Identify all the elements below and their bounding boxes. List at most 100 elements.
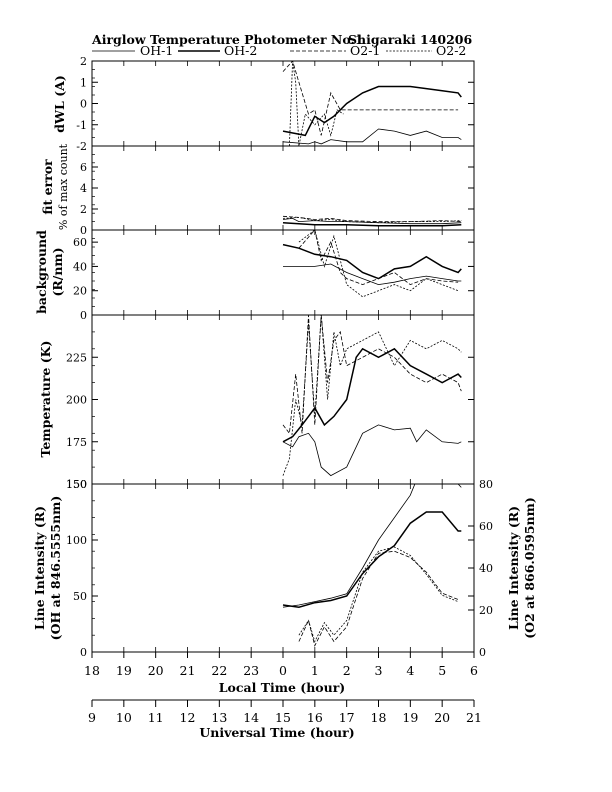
- ylabel-fit-error-units: % of max count: [57, 143, 70, 230]
- y-tick-label: 0: [80, 309, 87, 322]
- y-tick-label: -1: [76, 119, 87, 132]
- series-line-o2-2: [282, 315, 462, 476]
- panel-frame: [91, 145, 475, 231]
- series-line-oh-2: [282, 221, 462, 227]
- series-line-oh-2: [282, 243, 462, 280]
- local-time-tick-label: 22: [211, 663, 227, 678]
- panel-0: -2 -1 0 1 2: [76, 55, 475, 153]
- date-label: 140206: [420, 32, 472, 47]
- ut-tick-label: 9: [88, 710, 96, 725]
- ylabel-dwl: dWL (A): [52, 75, 67, 132]
- ut-tick-label: 13: [211, 710, 227, 725]
- panel-frame: [91, 60, 475, 147]
- local-time-tick-label: 23: [243, 663, 259, 678]
- ylabel-intensity: Line Intensity (R): [32, 506, 47, 630]
- y-tick-label: 150: [66, 478, 87, 491]
- panel-2: 0 20 40 60: [73, 229, 475, 322]
- legend: OH-1 OH-2 O2-1 O2-2: [92, 43, 466, 58]
- series-line-oh-2: [282, 511, 462, 608]
- y-tick-label: 100: [66, 534, 87, 547]
- ylabel-temperature: Temperature (K): [38, 341, 53, 458]
- xlabel-local-time: Local Time (hour): [219, 680, 345, 695]
- local-time-tick-label: 18: [84, 663, 100, 678]
- local-time-tick-label: 19: [116, 663, 132, 678]
- y2-tick-label: 80: [479, 478, 493, 491]
- y-tick-label: 20: [73, 285, 87, 298]
- site-label: Shigaraki: [348, 32, 416, 47]
- local-time-tick-label: 0: [279, 663, 287, 678]
- y-axis-titles: dWL (A) fit error % of max count backgro…: [32, 75, 537, 640]
- ut-tick-label: 14: [243, 710, 259, 725]
- legend-label-oh2: OH-2: [224, 43, 257, 58]
- panel-frame: [91, 314, 475, 485]
- series-line-o2-2: [289, 61, 344, 146]
- y-tick-label: 0: [80, 224, 87, 237]
- series-line-oh-2: [282, 347, 462, 443]
- series-line-o2-2: [298, 230, 459, 298]
- panel-3: 150 175 200 225: [66, 314, 475, 491]
- local-time-tick-label: 1: [311, 663, 319, 678]
- chart-header: Airglow Temperature Photometer No.1 Shig…: [91, 32, 472, 47]
- y-tick-label: 0: [80, 98, 87, 111]
- y2label-intensity-o2: (O2 at 866.0595nm): [522, 497, 537, 639]
- y-tick-label: -2: [76, 140, 87, 153]
- local-time-tick-label: 3: [375, 663, 383, 678]
- y2-tick-label: 40: [479, 562, 493, 575]
- series-line-oh-1: [282, 424, 462, 477]
- ut-tick-label: 21: [466, 710, 482, 725]
- y2-tick-label: 0: [479, 646, 486, 659]
- y2-tick-label: 60: [479, 520, 493, 533]
- y-tick-label: 225: [66, 351, 87, 364]
- local-time-tick-label: 4: [406, 663, 414, 678]
- series-line-o2-1: [298, 550, 459, 647]
- series-line-o2-2: [282, 216, 462, 224]
- xlabel-universal-time: Universal Time (hour): [199, 725, 354, 740]
- series-line-oh-1: [282, 484, 462, 608]
- y-tick-label: 150: [66, 478, 87, 491]
- y2-tick-label: 20: [479, 604, 493, 617]
- local-time-tick-label: 5: [438, 663, 446, 678]
- y-tick-label: 60: [73, 236, 87, 249]
- y-tick-label: 175: [66, 436, 87, 449]
- y-tick-label: 6: [80, 161, 87, 174]
- ylabel-background: background: [34, 230, 49, 314]
- legend-label-oh1: OH-1: [140, 43, 173, 58]
- y2label-intensity: Line Intensity (R): [506, 506, 521, 630]
- series-line-oh-2: [282, 85, 462, 137]
- y-tick-label: 40: [73, 260, 87, 273]
- chart-title: Airglow Temperature Photometer No.1: [91, 32, 364, 47]
- ut-tick-label: 10: [116, 710, 132, 725]
- local-time-tick-label: 6: [470, 663, 478, 678]
- ut-tick-label: 18: [371, 710, 387, 725]
- series-line-oh-1: [283, 263, 462, 286]
- series-line-oh-1: [282, 217, 462, 225]
- y-tick-label: 0: [80, 646, 87, 659]
- ylabel-background-units: (R/nm): [50, 247, 65, 296]
- legend-label-o21: O2-1: [350, 43, 380, 58]
- ylabel-intensity-oh: (OH at 846.5555nm): [48, 496, 63, 641]
- ylabel-fit-error: fit error: [40, 159, 55, 215]
- y-tick-label: 200: [66, 394, 87, 407]
- ut-tick-label: 15: [275, 710, 291, 725]
- panel-1: 0 2 4 6: [80, 145, 475, 237]
- ut-tick-label: 11: [148, 710, 164, 725]
- ut-tick-label: 12: [180, 710, 196, 725]
- panel-4: 0 50 100 150 0 20 40 60 80: [66, 478, 493, 659]
- ut-tick-label: 19: [402, 710, 418, 725]
- legend-label-o22: O2-2: [436, 43, 466, 58]
- ut-tick-label: 16: [307, 710, 323, 725]
- ut-tick-label: 20: [434, 710, 450, 725]
- local-time-tick-label: 20: [148, 663, 164, 678]
- local-time-tick-label: 2: [343, 663, 351, 678]
- series-line-oh-1: [282, 128, 462, 145]
- panel-frame: [91, 483, 475, 653]
- series-line-o2-1: [282, 61, 459, 136]
- series-line-o2-1: [282, 315, 462, 435]
- panel-frame: [91, 229, 475, 316]
- y-tick-label: 2: [80, 55, 87, 68]
- y-tick-label: 50: [73, 590, 87, 603]
- ut-tick-label: 17: [339, 710, 355, 725]
- y-tick-label: 2: [80, 203, 87, 216]
- series-line-o2-1: [298, 230, 459, 286]
